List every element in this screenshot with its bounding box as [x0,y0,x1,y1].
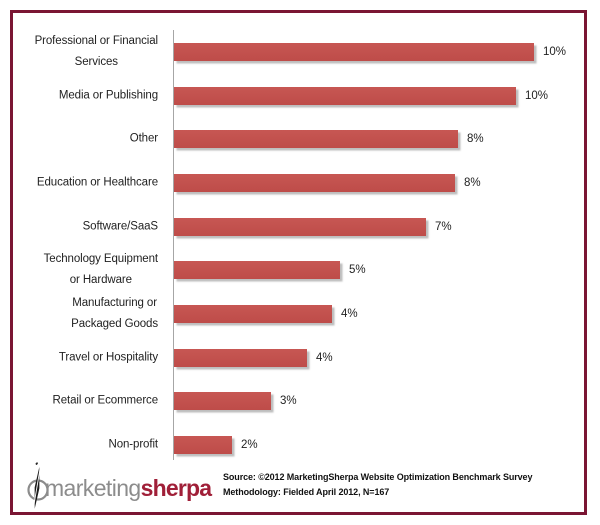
category-label: Retail or Ecommerce [14,391,159,412]
value-label: 10% [543,46,567,58]
value-label: 5% [349,264,366,277]
source-line-2: Methodology: Fielded April 2012, N=167 [223,487,390,497]
category-label: Media or Publishing [14,85,158,106]
compass-icon [27,462,49,509]
bar [174,305,332,324]
chart-footer: marketingsherpa Source: ©2012 MarketingS… [0,458,600,514]
value-label: 10% [525,89,549,102]
category-label: Manufacturing or Packaged Goods [14,293,158,335]
value-label: 2% [241,439,258,452]
value-label: 4% [341,308,358,321]
bar [174,436,232,455]
bar-chart: Professional or Financial Services 10% Med… [14,30,567,460]
category-label: Other [14,129,158,150]
logo-wordmark: marketingsherpa [45,475,212,502]
bar [174,43,534,61]
category-label-text: Non-profit [108,438,159,451]
category-label: Technology Equipment or Hardware [14,249,158,291]
bar [174,86,516,105]
category-axis-line [173,30,174,460]
value-label: 8% [464,177,481,189]
category-label: Non-profit [14,435,159,456]
category-label-text: Retail or Ecommerce [52,394,159,407]
source-text: Source: ©2012 MarketingSherpa Website Op… [223,470,532,500]
category-label: Professional or Financial Services [14,31,159,73]
source-line-1: Source: ©2012 MarketingSherpa Website Op… [223,472,533,482]
category-label: Travel or Hospitality [14,347,158,368]
category-label-text: Other [129,132,158,145]
bar [174,217,426,236]
category-label-text: Manufacturing or Packaged Goods [71,297,158,331]
value-label: 4% [316,351,333,364]
logo-text-marketing: marketing [45,475,141,501]
category-label: Education or Healthcare [14,173,158,194]
category-label-text: Professional or Financial Services [34,35,159,68]
category-label: Software/SaaS [14,216,159,237]
value-label: 8% [467,133,484,146]
bar [174,261,340,280]
bar [174,174,455,192]
value-label: 7% [435,220,452,233]
category-label-text: Education or Healthcare [36,176,158,189]
bar [174,392,271,411]
category-label-text: Travel or Hospitality [58,351,158,364]
value-label: 3% [280,395,297,408]
bar [174,348,307,367]
category-label-text: Software/SaaS [82,220,159,233]
bar [174,130,458,149]
category-label-text: Technology Equipment or Hardware [43,253,158,287]
category-label-text: Media or Publishing [58,89,158,102]
logo-text-sherpa: sherpa [140,475,212,501]
